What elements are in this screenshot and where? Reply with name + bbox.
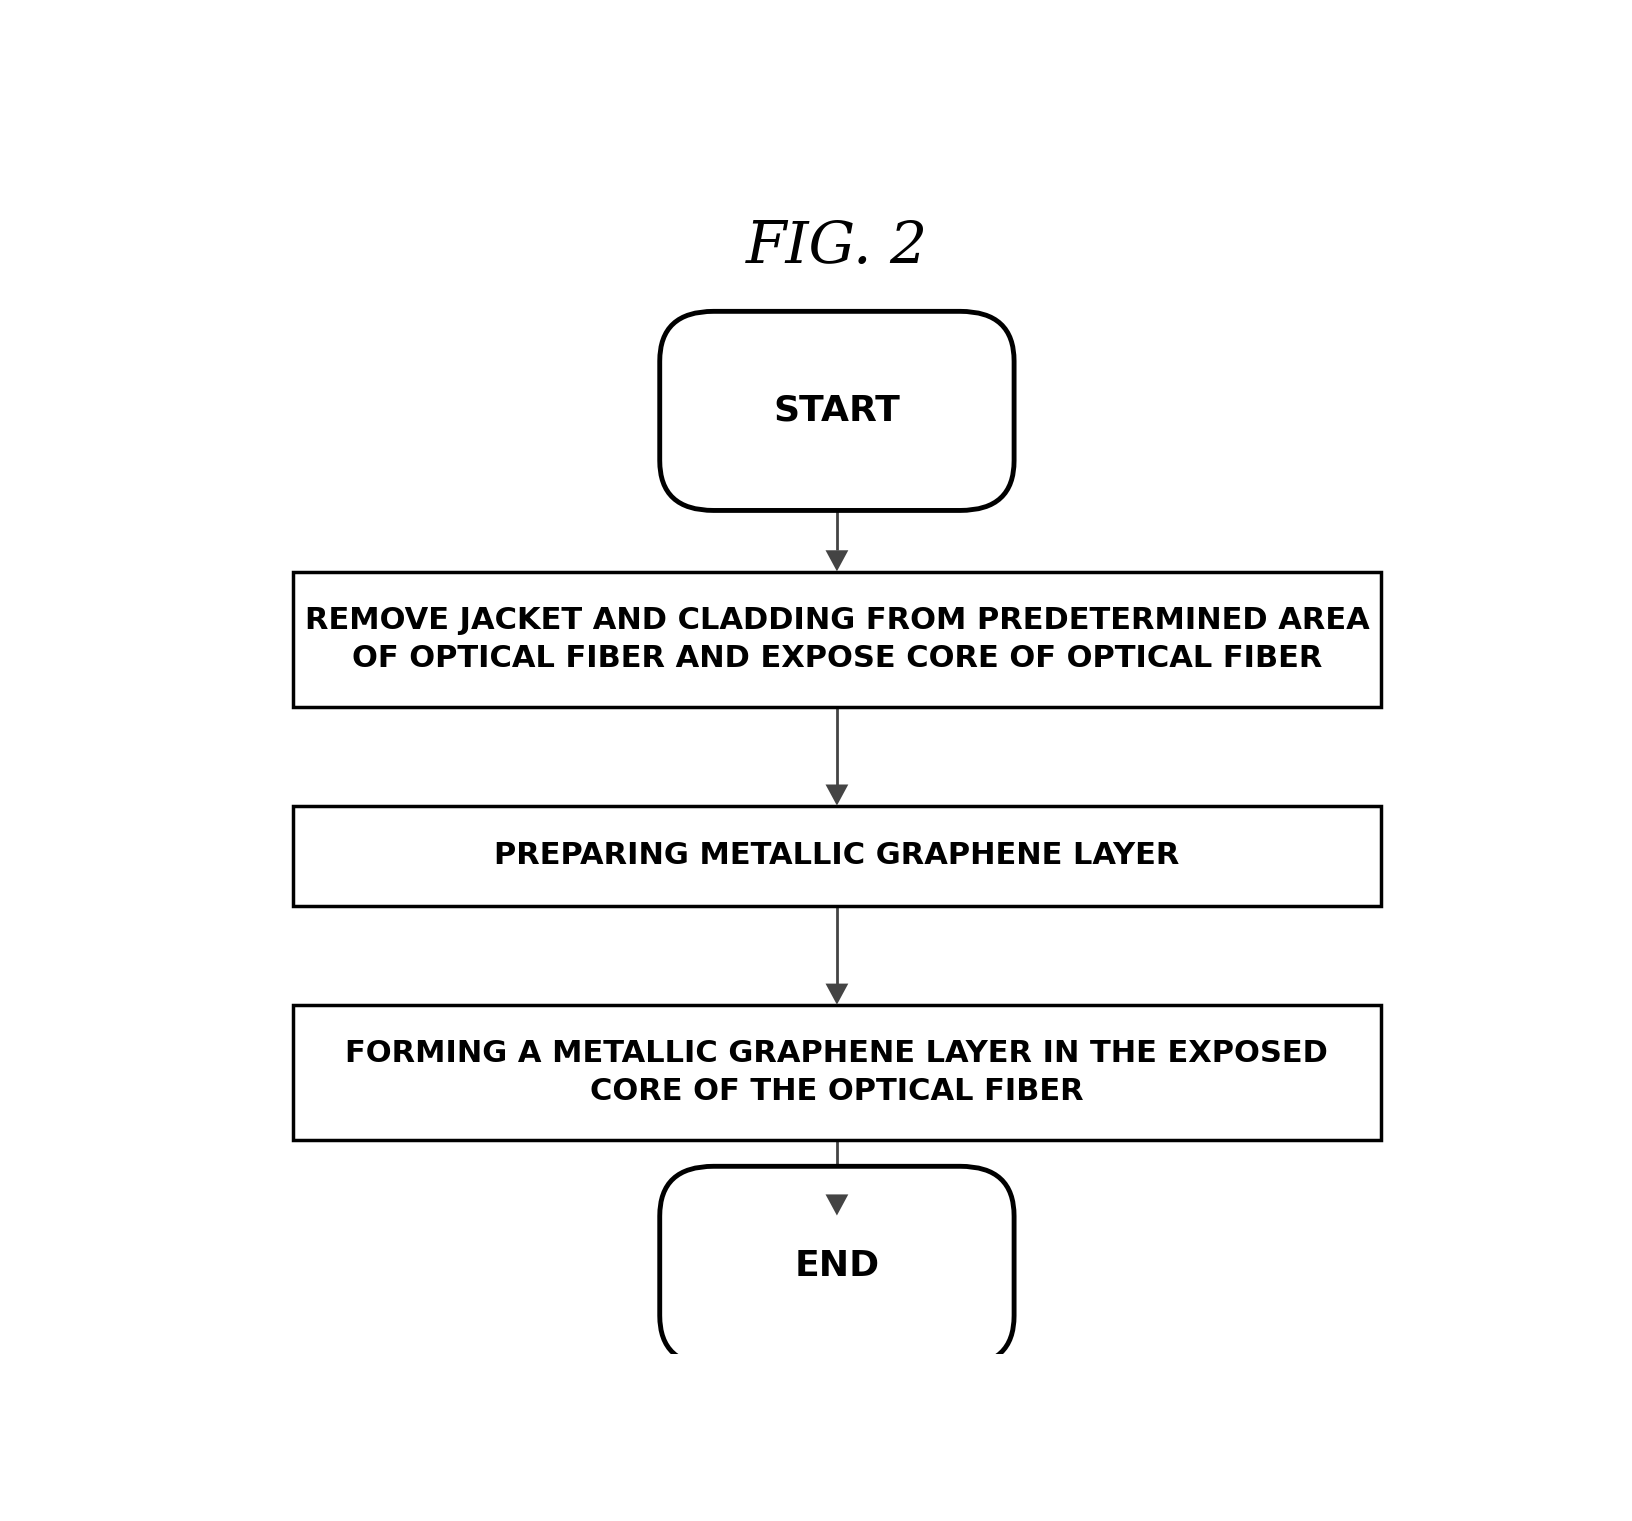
Text: REMOVE JACKET AND CLADDING FROM PREDETERMINED AREA
OF OPTICAL FIBER AND EXPOSE C: REMOVE JACKET AND CLADDING FROM PREDETER… xyxy=(304,605,1369,672)
FancyBboxPatch shape xyxy=(292,1005,1381,1139)
Text: PREPARING METALLIC GRAPHENE LAYER: PREPARING METALLIC GRAPHENE LAYER xyxy=(494,841,1178,870)
FancyBboxPatch shape xyxy=(292,572,1381,707)
FancyBboxPatch shape xyxy=(659,312,1013,511)
Text: END: END xyxy=(793,1249,880,1282)
Polygon shape xyxy=(826,984,847,1005)
Text: START: START xyxy=(774,394,899,427)
Polygon shape xyxy=(826,1194,847,1215)
Polygon shape xyxy=(826,785,847,806)
Polygon shape xyxy=(826,551,847,572)
Text: FIG. 2: FIG. 2 xyxy=(746,219,927,275)
FancyBboxPatch shape xyxy=(292,806,1381,905)
FancyBboxPatch shape xyxy=(659,1167,1013,1366)
Text: FORMING A METALLIC GRAPHENE LAYER IN THE EXPOSED
CORE OF THE OPTICAL FIBER: FORMING A METALLIC GRAPHENE LAYER IN THE… xyxy=(346,1039,1327,1106)
